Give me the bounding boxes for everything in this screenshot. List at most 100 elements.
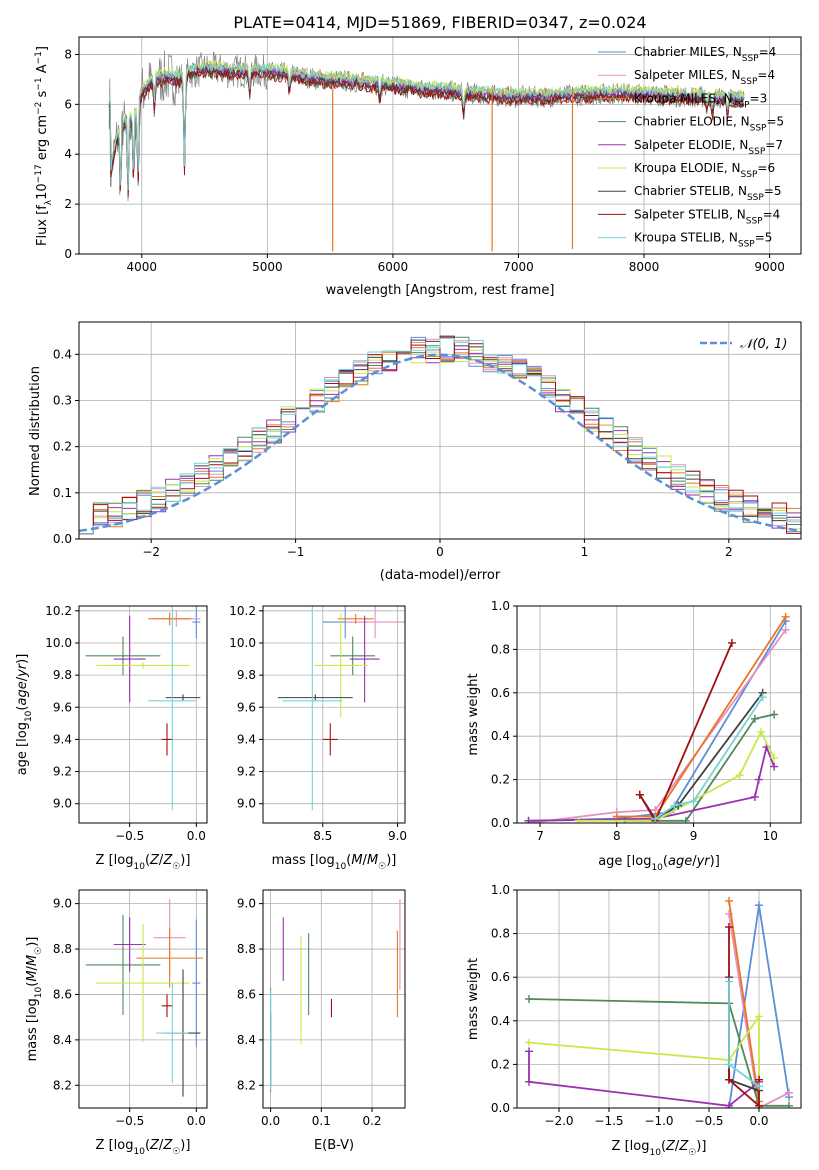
weight-marker bbox=[525, 1077, 533, 1086]
y-tick-label: 8.2 bbox=[237, 1078, 256, 1092]
y-tick-label: 9.6 bbox=[53, 700, 72, 714]
weight-marker bbox=[725, 1101, 733, 1108]
plot-area bbox=[277, 606, 405, 811]
plot-area bbox=[108, 50, 745, 252]
x-axis-label: age [log10(age/yr)] bbox=[598, 854, 720, 873]
y-tick-label: 8.4 bbox=[237, 1033, 256, 1047]
y-tick-label: 0.0 bbox=[491, 816, 510, 830]
x-tick-label: 8 bbox=[613, 829, 621, 843]
y-tick-label: 1.0 bbox=[491, 883, 510, 897]
y-tick-label: 8.6 bbox=[237, 987, 256, 1001]
axes-residual-histogram: −2 −1 0 1 2 0.0 0.1 0.2 0.3 0.4 𝒩(0, 1) (data-model… bbox=[28, 321, 802, 583]
x-tick-label: 0.1 bbox=[312, 1114, 331, 1128]
x-tick-label: 0.2 bbox=[362, 1114, 381, 1128]
y-tick-label: 9.2 bbox=[237, 765, 256, 779]
x-tick-label: 0 bbox=[436, 545, 444, 559]
y-axis-label: mass weight bbox=[466, 673, 481, 755]
legend-label: Salpeter STELIB, NSSP=4 bbox=[634, 207, 780, 226]
error-point bbox=[96, 924, 190, 1043]
error-point bbox=[156, 983, 189, 1084]
weight-marker bbox=[755, 1082, 763, 1091]
y-axis-label: Normed distribution bbox=[28, 366, 43, 496]
y-tick-label: 0.1 bbox=[53, 486, 72, 500]
weight-marker bbox=[781, 612, 790, 621]
weight-marker bbox=[524, 816, 533, 823]
y-tick-label: 10.2 bbox=[229, 604, 256, 618]
error-point bbox=[136, 928, 203, 988]
legend-label: Salpeter ELODIE, NSSP=7 bbox=[634, 138, 783, 157]
x-tick-label: −2.0 bbox=[544, 1114, 573, 1128]
y-axis-label: age [log10(age/yr)] bbox=[15, 654, 34, 776]
x-tick-label: 5000 bbox=[252, 260, 283, 274]
y-axis-label: mass [log10(M/M☉)] bbox=[25, 937, 44, 1062]
weight-marker bbox=[755, 1101, 763, 1108]
weight-marker bbox=[725, 896, 733, 905]
weight-marker bbox=[770, 710, 779, 719]
y-tick-label: 9.0 bbox=[237, 797, 256, 811]
y-tick-label: 0 bbox=[64, 247, 72, 261]
y-tick-label: 0.8 bbox=[491, 927, 510, 941]
weight-marker bbox=[770, 753, 779, 762]
grid bbox=[79, 606, 207, 823]
legend-label: Kroupa ELODIE, NSSP=6 bbox=[634, 161, 775, 180]
y-tick-label: 0.4 bbox=[491, 1014, 510, 1028]
axes-frame bbox=[262, 605, 406, 824]
weight-marker bbox=[651, 814, 660, 823]
error-point bbox=[313, 614, 368, 717]
y-tick-label: 9.0 bbox=[53, 797, 72, 811]
y-tick-label: 0.3 bbox=[53, 393, 72, 407]
legend-label: Salpeter MILES, NSSP=4 bbox=[634, 68, 775, 87]
y-tick-label: 0.2 bbox=[491, 773, 510, 787]
legend-label: Chabrier MILES, NSSP=4 bbox=[634, 45, 776, 64]
x-tick-label: 4000 bbox=[127, 260, 158, 274]
y-tick-label: 9.4 bbox=[53, 732, 72, 746]
error-point bbox=[165, 694, 201, 701]
figure-title: PLATE=0414, MJD=51869, FIBERID=0347, z=0… bbox=[233, 13, 646, 32]
weight-marker bbox=[525, 1047, 533, 1056]
x-tick-label: 6000 bbox=[378, 260, 409, 274]
axes-mass-vs-metallicity: −0.5 0.0 8.2 8.4 8.6 8.8 9.0 Z [log10(Z/Z☉)] mas… bbox=[25, 889, 208, 1157]
tick-labels: 8.5 9.0 9.0 9.2 9.4 9.6 9.8 10.0 10.2 bbox=[229, 604, 407, 843]
x-tick-label: 9000 bbox=[754, 260, 785, 274]
weight-marker bbox=[681, 816, 690, 823]
weight-marker bbox=[785, 1101, 793, 1108]
x-tick-label: 0.0 bbox=[187, 1114, 206, 1128]
x-axis-label: E(B-V) bbox=[314, 1138, 354, 1153]
weight-marker bbox=[727, 638, 736, 647]
y-tick-label: 10.2 bbox=[45, 604, 72, 618]
y-tick-label: 0.6 bbox=[491, 686, 510, 700]
error-point bbox=[161, 723, 173, 756]
y-tick-label: 0.2 bbox=[491, 1057, 510, 1071]
grid bbox=[263, 606, 405, 823]
weight-marker bbox=[758, 693, 767, 702]
weight-marker bbox=[750, 714, 759, 723]
error-point bbox=[85, 914, 161, 1015]
tick-labels: 7 8 9 10 0.0 0.2 0.4 0.6 0.8 1.0 bbox=[491, 599, 778, 843]
weight-marker bbox=[725, 1060, 733, 1069]
axes-frame bbox=[262, 889, 406, 1109]
weight-marker bbox=[689, 797, 698, 806]
weight-line bbox=[528, 629, 787, 823]
weight-marker bbox=[754, 775, 763, 784]
tick-labels: 0.0 0.1 0.2 8.2 8.4 8.6 8.8 9.0 bbox=[237, 897, 382, 1128]
axes-frame bbox=[78, 605, 208, 824]
x-tick-label: 2 bbox=[725, 545, 733, 559]
y-tick-label: 9.6 bbox=[237, 700, 256, 714]
error-point bbox=[148, 612, 191, 626]
weight-marker bbox=[755, 1012, 763, 1021]
x-axis-label: Z [log10(Z/Z☉)] bbox=[96, 853, 191, 872]
error-point bbox=[330, 636, 376, 676]
grid bbox=[263, 890, 405, 1108]
error-point bbox=[282, 606, 343, 811]
weight-marker bbox=[525, 1038, 533, 1047]
gaussian-curve bbox=[79, 353, 801, 533]
y-tick-label: 0.2 bbox=[53, 440, 72, 454]
error-point bbox=[161, 994, 173, 1018]
y-tick-label: 8 bbox=[64, 47, 72, 61]
weight-marker bbox=[735, 771, 744, 780]
weight-line bbox=[528, 1013, 760, 1108]
model-line bbox=[108, 69, 745, 198]
x-axis-label: (data-model)/error bbox=[380, 568, 501, 583]
tick-labels: −2.0 −1.5 −1.0 −0.5 0.0 0.0 0.2 0.4 0.6 0.8 1.0 bbox=[491, 883, 769, 1128]
